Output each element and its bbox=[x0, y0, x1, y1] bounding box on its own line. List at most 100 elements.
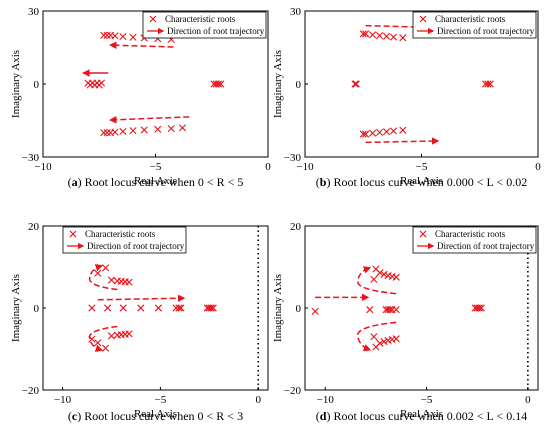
x-tick-label: −10 bbox=[34, 161, 52, 173]
root-marker bbox=[351, 80, 359, 88]
panel-caption: (b) Root locus curve when 0.000 < L < 0.… bbox=[316, 175, 527, 189]
root-marker bbox=[178, 124, 187, 132]
legend-arrow-label: Direction of root trajectory bbox=[437, 26, 535, 36]
panel-caption: (c) Root locus curve when 0 < R < 3 bbox=[68, 409, 243, 423]
legend-roots-label: Characteristic roots bbox=[165, 14, 236, 24]
panel-d: −10 −5 0 −20 0 20 Real Axis Imaginary Axis Chara… bbox=[272, 221, 539, 423]
y-tick-label: 20 bbox=[28, 221, 40, 233]
root-marker bbox=[392, 273, 400, 281]
root-marker bbox=[366, 306, 374, 314]
x-tick-label: −10 bbox=[54, 394, 72, 406]
root-marker bbox=[100, 31, 108, 39]
root-marker bbox=[207, 304, 215, 312]
root-marker bbox=[140, 126, 148, 134]
legend-marker-x bbox=[149, 15, 157, 23]
x-axis-label: Real Axis bbox=[134, 175, 177, 187]
legend-roots-label: Characteristic roots bbox=[85, 229, 156, 239]
root-marker bbox=[102, 264, 110, 272]
root-marker bbox=[217, 80, 225, 88]
x-tick-label: −10 bbox=[317, 394, 335, 406]
legend-arrow-label: Direction of root trajectory bbox=[437, 241, 535, 251]
x-axis-label: Real Axis bbox=[134, 408, 177, 420]
root-marker bbox=[375, 31, 384, 40]
root-marker bbox=[102, 344, 110, 352]
y-axis-label: Imaginary Axis bbox=[272, 50, 284, 118]
root-marker bbox=[107, 332, 116, 340]
trajectory-arrow bbox=[357, 321, 397, 352]
root-marker bbox=[111, 128, 119, 136]
legend: Characteristic roots Direction of root tr… bbox=[142, 11, 267, 39]
root-marker bbox=[392, 335, 400, 343]
legend: Characteristic roots Direction of root tr… bbox=[412, 226, 537, 254]
legend-marker-x bbox=[419, 230, 427, 238]
root-marker bbox=[376, 339, 384, 347]
root-marker bbox=[175, 304, 183, 312]
root-marker bbox=[352, 80, 360, 88]
root-marker bbox=[389, 33, 398, 41]
trajectory-arrow bbox=[97, 294, 186, 303]
root-marker bbox=[399, 34, 407, 42]
root-marker bbox=[119, 32, 127, 41]
y-tick-label: 0 bbox=[34, 79, 40, 91]
root-marker bbox=[119, 127, 127, 136]
root-marker bbox=[103, 304, 112, 312]
y-tick-label: −30 bbox=[284, 152, 302, 164]
root-marker bbox=[475, 304, 483, 312]
root-marker bbox=[154, 304, 163, 312]
root-marker bbox=[486, 80, 494, 88]
root-marker bbox=[95, 81, 103, 89]
y-axis-label: Imaginary Axis bbox=[10, 274, 22, 342]
root-marker bbox=[361, 130, 370, 138]
root-marker bbox=[111, 32, 119, 40]
x-tick-label: 0 bbox=[255, 394, 261, 406]
panel-b: −10 −5 0 −30 0 30 Real Axis Imaginary Axis Chara… bbox=[272, 6, 541, 189]
panel-c: −10 −5 0 −20 0 20 Real Axis Imaginary Axis Chara… bbox=[10, 221, 269, 423]
y-tick-label: 0 bbox=[34, 303, 40, 315]
root-marker bbox=[370, 333, 378, 341]
root-marker bbox=[129, 33, 137, 41]
legend-marker-x bbox=[69, 230, 77, 238]
trajectory-arrow bbox=[365, 23, 440, 32]
root-marker bbox=[137, 304, 145, 312]
panel-a: −10 −5 0 −30 0 30 Real Axis Imaginary Axis Chara… bbox=[10, 6, 271, 189]
y-tick-label: 30 bbox=[290, 6, 302, 18]
root-marker bbox=[119, 304, 127, 312]
x-tick-label: −5 bbox=[155, 394, 167, 406]
x-axis-label: Real Axis bbox=[400, 408, 443, 420]
root-marker bbox=[177, 304, 185, 312]
trajectory-arrow bbox=[109, 41, 174, 50]
legend: Characteristic roots Direction of root tr… bbox=[62, 226, 187, 254]
root-marker bbox=[368, 129, 377, 137]
root-marker bbox=[376, 269, 384, 277]
root-marker bbox=[380, 338, 388, 346]
root-marker bbox=[380, 270, 388, 278]
y-tick-label: −30 bbox=[22, 152, 40, 164]
legend-arrow-label: Direction of root trajectory bbox=[87, 241, 185, 251]
trajectory-arrow bbox=[109, 116, 190, 124]
root-marker bbox=[88, 304, 96, 312]
root-marker bbox=[94, 339, 102, 347]
x-tick-label: −5 bbox=[150, 161, 162, 173]
panel-caption: (d) Root locus curve when 0.002 < L < 0.… bbox=[316, 409, 527, 423]
x-tick-label: 0 bbox=[265, 161, 271, 173]
legend-roots-label: Characteristic roots bbox=[435, 14, 506, 24]
legend: Characteristic roots Direction of root tr… bbox=[412, 11, 537, 39]
y-tick-label: −20 bbox=[22, 385, 40, 397]
trajectory-arrow bbox=[88, 264, 118, 291]
x-axis-label: Real Axis bbox=[400, 175, 443, 187]
y-tick-label: 0 bbox=[296, 79, 302, 91]
root-marker bbox=[107, 276, 116, 284]
panel-caption: (a) Root locus curve when 0 < R < 5 bbox=[68, 175, 244, 189]
root-marker bbox=[214, 80, 223, 88]
root-marker bbox=[399, 126, 407, 134]
x-tick-label: 0 bbox=[525, 394, 531, 406]
root-marker bbox=[382, 32, 391, 40]
root-marker bbox=[375, 128, 384, 137]
root-marker bbox=[103, 129, 111, 137]
root-marker bbox=[361, 30, 370, 38]
panels-layer: −10 −5 0 −30 0 30 Real Axis Imaginary Axis Chara… bbox=[10, 6, 541, 423]
legend-box bbox=[142, 11, 267, 39]
root-marker bbox=[382, 128, 391, 136]
root-marker bbox=[94, 269, 102, 277]
